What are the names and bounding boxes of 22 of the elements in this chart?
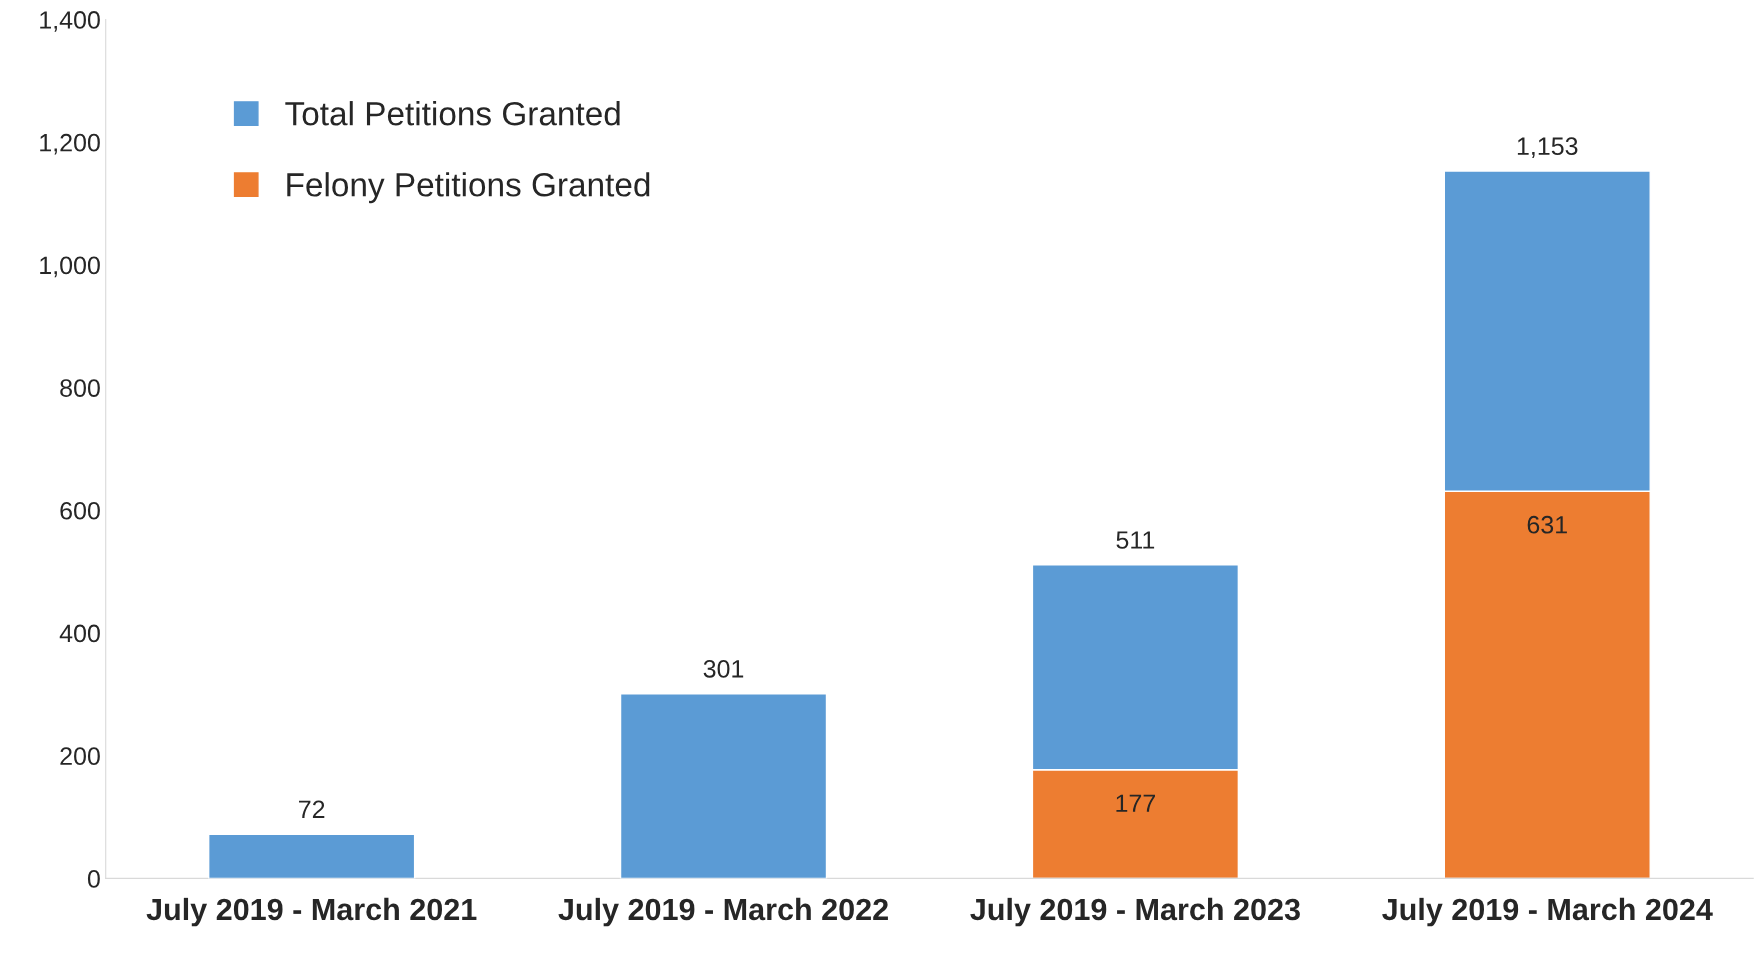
y-tick-label: 400 bbox=[59, 624, 100, 643]
legend-label: Felony Petitions Granted bbox=[287, 172, 650, 204]
total-label: 301 bbox=[703, 659, 744, 678]
bar bbox=[619, 693, 828, 879]
y-tick-label: 600 bbox=[60, 501, 100, 520]
y-tick-label: 800 bbox=[60, 379, 100, 397]
y-tick-label: 0 bbox=[87, 870, 100, 888]
x-tick-label: July 2019 - March 2021 bbox=[146, 897, 477, 927]
x-tick-label: July 2019 - March 2023 bbox=[970, 897, 1300, 927]
data-label: 177 bbox=[1116, 794, 1155, 812]
total-label: 511 bbox=[1116, 531, 1155, 549]
y-tick-label: 1,000 bbox=[40, 256, 100, 278]
legend-label: Total Petitions Granted bbox=[285, 101, 620, 126]
data-label: 631 bbox=[1527, 515, 1567, 534]
y-tick-label: 1,200 bbox=[40, 133, 100, 155]
total-label: 1,153 bbox=[1517, 137, 1578, 158]
x-tick-label: July 2019 - March 2024 bbox=[1382, 897, 1713, 927]
y-tick-label: 200 bbox=[60, 747, 100, 766]
y-tick-label: 1,400 bbox=[40, 11, 100, 32]
total-label: 72 bbox=[299, 800, 325, 818]
bar bbox=[207, 833, 416, 879]
x-tick-label: July 2019 - March 2022 bbox=[558, 897, 888, 927]
